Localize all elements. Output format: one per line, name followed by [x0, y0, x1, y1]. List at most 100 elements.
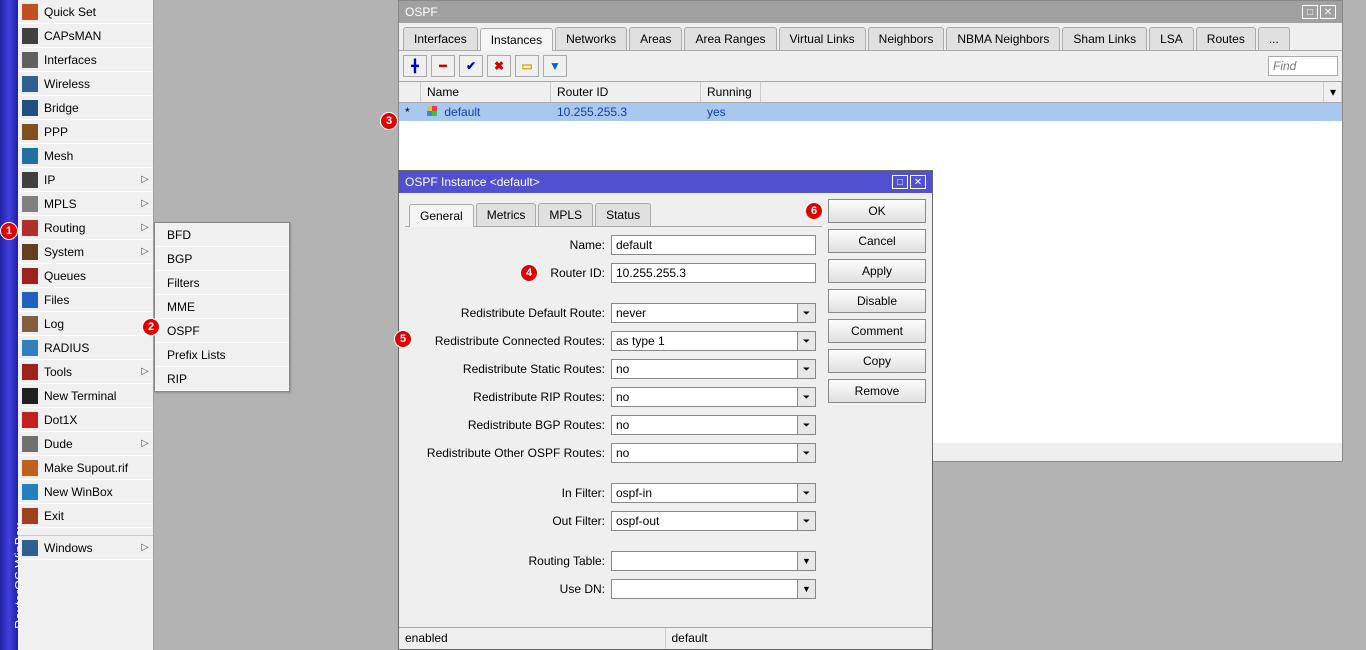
sidebar-item-ip[interactable]: IP▷ [18, 168, 153, 192]
cancel-button[interactable]: Cancel [828, 229, 926, 253]
dropdown-icon[interactable]: ⏷ [798, 303, 816, 323]
column-header[interactable]: Name [421, 82, 551, 102]
dropdown-icon[interactable]: ⏷ [798, 511, 816, 531]
dialog-tab-status[interactable]: Status [595, 203, 651, 226]
redist-static-input[interactable] [611, 359, 798, 379]
close-icon[interactable]: ✕ [1320, 5, 1336, 19]
comment-button[interactable]: Comment [828, 319, 926, 343]
tab-interfaces[interactable]: Interfaces [403, 27, 478, 50]
sidebar-item-dude[interactable]: Dude▷ [18, 432, 153, 456]
submenu-item-bgp[interactable]: BGP [155, 247, 289, 271]
menu-icon [22, 484, 38, 500]
dropdown-icon[interactable]: ⏷ [798, 359, 816, 379]
sidebar-item-routing[interactable]: Routing▷ [18, 216, 153, 240]
ok-button[interactable]: OK [828, 199, 926, 223]
sidebar-item-mpls[interactable]: MPLS▷ [18, 192, 153, 216]
submenu-item-rip[interactable]: RIP [155, 367, 289, 391]
redist-bgp-input[interactable] [611, 415, 798, 435]
dropdown-icon[interactable]: ⏷ [798, 387, 816, 407]
dialog-tab-mpls[interactable]: MPLS [538, 203, 593, 226]
sidebar-item-quick-set[interactable]: Quick Set [18, 0, 153, 24]
tab-networks[interactable]: Networks [555, 27, 627, 50]
redist-connected-input[interactable] [611, 331, 798, 351]
sidebar-item-windows[interactable]: Windows ▷ [18, 536, 153, 560]
tab-area-ranges[interactable]: Area Ranges [684, 27, 776, 50]
sidebar-item-ppp[interactable]: PPP [18, 120, 153, 144]
redist-default-input[interactable] [611, 303, 798, 323]
form-label: Redistribute Default Route: [411, 306, 611, 320]
sidebar-item-queues[interactable]: Queues [18, 264, 153, 288]
routing-table-input[interactable] [611, 551, 798, 571]
tab-virtual-links[interactable]: Virtual Links [779, 27, 866, 50]
tab-nbma-neighbors[interactable]: NBMA Neighbors [946, 27, 1060, 50]
dropdown-icon[interactable]: ⏷ [798, 415, 816, 435]
sidebar-item-new-terminal[interactable]: New Terminal [18, 384, 153, 408]
ospf-titlebar[interactable]: OSPF □ ✕ [399, 1, 1342, 23]
sidebar-item-mesh[interactable]: Mesh [18, 144, 153, 168]
sidebar-item-dot1x[interactable]: Dot1X [18, 408, 153, 432]
maximize-icon[interactable]: □ [892, 175, 908, 189]
column-menu-icon[interactable]: ▾ [1324, 82, 1342, 102]
maximize-icon[interactable]: □ [1302, 5, 1318, 19]
column-header[interactable] [399, 82, 421, 102]
tab-sham-links[interactable]: Sham Links [1062, 27, 1147, 50]
tab-areas[interactable]: Areas [629, 27, 682, 50]
dropdown-icon[interactable]: ⏷ [798, 443, 816, 463]
redist-rip-input[interactable] [611, 387, 798, 407]
sidebar-item-tools[interactable]: Tools▷ [18, 360, 153, 384]
dropdown-icon[interactable]: ▼ [798, 551, 816, 571]
comment-button[interactable]: ▭ [515, 55, 539, 77]
disable-button[interactable]: Disable [828, 289, 926, 313]
tab-instances[interactable]: Instances [480, 28, 553, 51]
annotation-badge-6: 6 [805, 202, 823, 220]
close-icon[interactable]: ✕ [910, 175, 926, 189]
sidebar-item-interfaces[interactable]: Interfaces [18, 48, 153, 72]
sidebar-item-files[interactable]: Files [18, 288, 153, 312]
tab-routes[interactable]: Routes [1196, 27, 1256, 50]
out-filter-input[interactable] [611, 511, 798, 531]
submenu-item-filters[interactable]: Filters [155, 271, 289, 295]
menu-icon [22, 460, 38, 476]
submenu-item-mme[interactable]: MME [155, 295, 289, 319]
tab-neighbors[interactable]: Neighbors [868, 27, 945, 50]
disable-button[interactable]: ✖ [487, 55, 511, 77]
apply-button[interactable]: Apply [828, 259, 926, 283]
dropdown-icon[interactable]: ⏷ [798, 331, 816, 351]
dialog-tab-general[interactable]: General [409, 204, 474, 227]
sidebar-item-wireless[interactable]: Wireless [18, 72, 153, 96]
copy-button[interactable]: Copy [828, 349, 926, 373]
in-filter-input[interactable] [611, 483, 798, 503]
redist-other-input[interactable] [611, 443, 798, 463]
sidebar-item-bridge[interactable]: Bridge [18, 96, 153, 120]
column-header[interactable]: Running [701, 82, 761, 102]
sidebar-item-log[interactable]: Log [18, 312, 153, 336]
dialog-tab-metrics[interactable]: Metrics [476, 203, 537, 226]
annotation-badge-1: 1 [0, 222, 18, 240]
remove-button[interactable]: Remove [828, 379, 926, 403]
name-input[interactable] [611, 235, 816, 255]
dropdown-icon[interactable]: ⏷ [798, 483, 816, 503]
remove-button[interactable]: ━ [431, 55, 455, 77]
dropdown-icon[interactable]: ▼ [798, 579, 816, 599]
use-dn-input[interactable] [611, 579, 798, 599]
submenu-item-bfd[interactable]: BFD [155, 223, 289, 247]
submenu-item-prefix-lists[interactable]: Prefix Lists [155, 343, 289, 367]
find-input[interactable] [1268, 56, 1338, 76]
filter-button[interactable]: ▼ [543, 55, 567, 77]
sidebar-item-new-winbox[interactable]: New WinBox [18, 480, 153, 504]
tab-lsa[interactable]: LSA [1149, 27, 1194, 50]
tab-...[interactable]: ... [1258, 27, 1290, 50]
sidebar-item-capsman[interactable]: CAPsMAN [18, 24, 153, 48]
dialog-titlebar[interactable]: OSPF Instance <default> □ ✕ [399, 171, 932, 193]
enable-button[interactable]: ✔ [459, 55, 483, 77]
table-row[interactable]: * default 10.255.255.3 yes [399, 103, 1342, 121]
sidebar-item-make-supout.rif[interactable]: Make Supout.rif [18, 456, 153, 480]
sidebar-item-exit[interactable]: Exit [18, 504, 153, 528]
submenu-arrow-icon: ▷ [141, 174, 149, 185]
add-button[interactable]: ╋ [403, 55, 427, 77]
column-header[interactable]: Router ID [551, 82, 701, 102]
submenu-item-ospf[interactable]: OSPF [155, 319, 289, 343]
router-id-input[interactable] [611, 263, 816, 283]
sidebar-item-system[interactable]: System▷ [18, 240, 153, 264]
sidebar-item-radius[interactable]: RADIUS [18, 336, 153, 360]
